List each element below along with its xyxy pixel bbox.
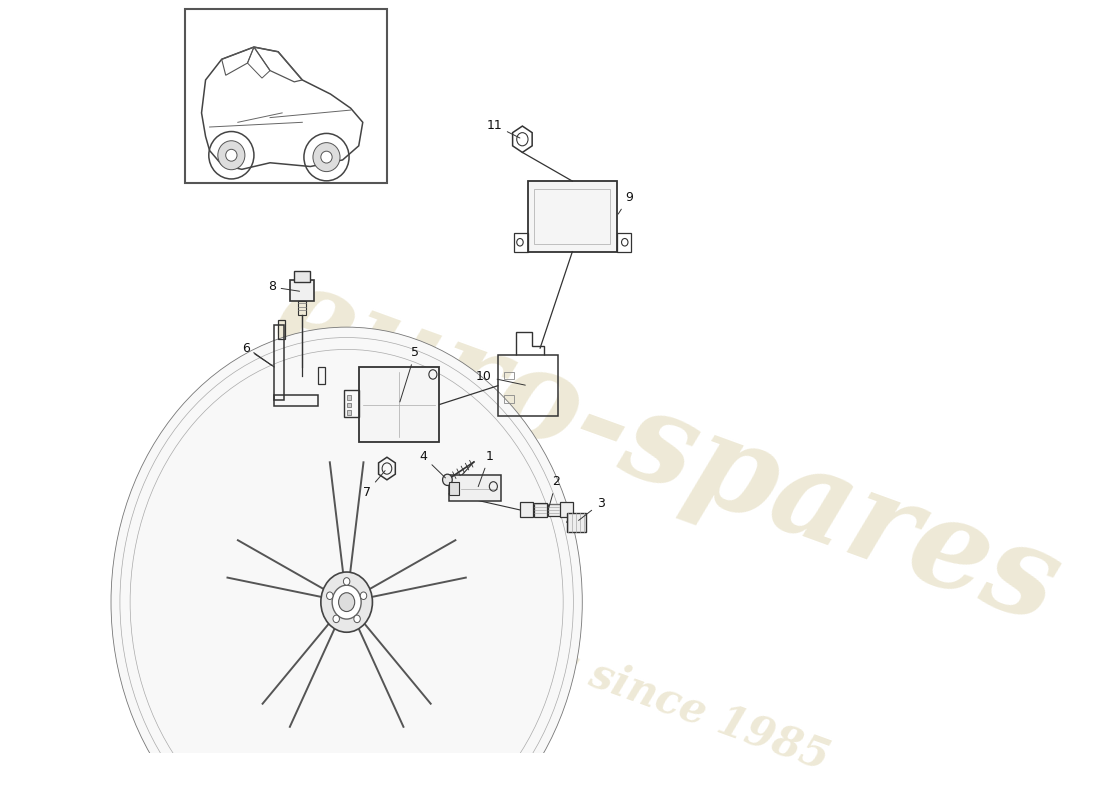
Circle shape xyxy=(339,593,354,611)
Text: 2: 2 xyxy=(549,475,560,507)
Text: 7: 7 xyxy=(363,470,385,498)
Text: 9: 9 xyxy=(618,191,632,214)
Circle shape xyxy=(332,585,361,619)
Bar xyxy=(449,482,459,495)
Text: 10: 10 xyxy=(475,370,526,385)
Circle shape xyxy=(361,592,366,599)
Bar xyxy=(514,233,528,252)
Bar xyxy=(504,395,514,402)
Bar xyxy=(535,189,611,244)
Circle shape xyxy=(333,615,340,622)
Bar xyxy=(359,367,439,442)
Ellipse shape xyxy=(210,442,484,762)
Bar xyxy=(617,233,631,252)
Text: 11: 11 xyxy=(486,118,520,138)
Bar xyxy=(186,10,387,183)
Ellipse shape xyxy=(111,327,582,800)
Bar xyxy=(274,325,284,400)
Circle shape xyxy=(327,592,333,599)
Bar xyxy=(449,475,502,502)
Circle shape xyxy=(343,578,350,585)
Text: 1: 1 xyxy=(478,450,493,486)
Text: euro-spares: euro-spares xyxy=(258,254,1076,650)
Bar xyxy=(560,502,573,518)
Ellipse shape xyxy=(218,141,245,170)
Text: a passion for parts since 1985: a passion for parts since 1985 xyxy=(162,500,835,779)
Bar xyxy=(298,301,306,315)
Circle shape xyxy=(354,615,361,622)
Bar xyxy=(520,502,532,518)
Ellipse shape xyxy=(226,150,236,161)
Bar xyxy=(344,390,359,417)
Circle shape xyxy=(442,474,452,486)
Ellipse shape xyxy=(312,142,340,172)
Bar xyxy=(535,503,548,517)
Bar xyxy=(274,395,318,406)
Bar xyxy=(498,355,559,416)
Bar xyxy=(346,402,351,407)
Bar xyxy=(346,395,351,400)
Bar xyxy=(290,280,315,301)
Bar xyxy=(294,271,310,282)
Bar xyxy=(528,181,617,252)
Text: 8: 8 xyxy=(267,281,299,294)
Bar xyxy=(278,320,285,338)
Ellipse shape xyxy=(219,454,474,750)
Text: 4: 4 xyxy=(419,450,446,478)
Bar xyxy=(318,367,324,384)
Ellipse shape xyxy=(321,151,332,163)
Text: 5: 5 xyxy=(400,346,419,402)
Text: 3: 3 xyxy=(579,497,605,521)
Bar xyxy=(566,513,586,531)
Bar xyxy=(548,504,561,515)
Bar xyxy=(504,372,514,379)
Text: 6: 6 xyxy=(242,342,272,366)
Bar xyxy=(346,410,351,415)
Circle shape xyxy=(321,572,373,632)
